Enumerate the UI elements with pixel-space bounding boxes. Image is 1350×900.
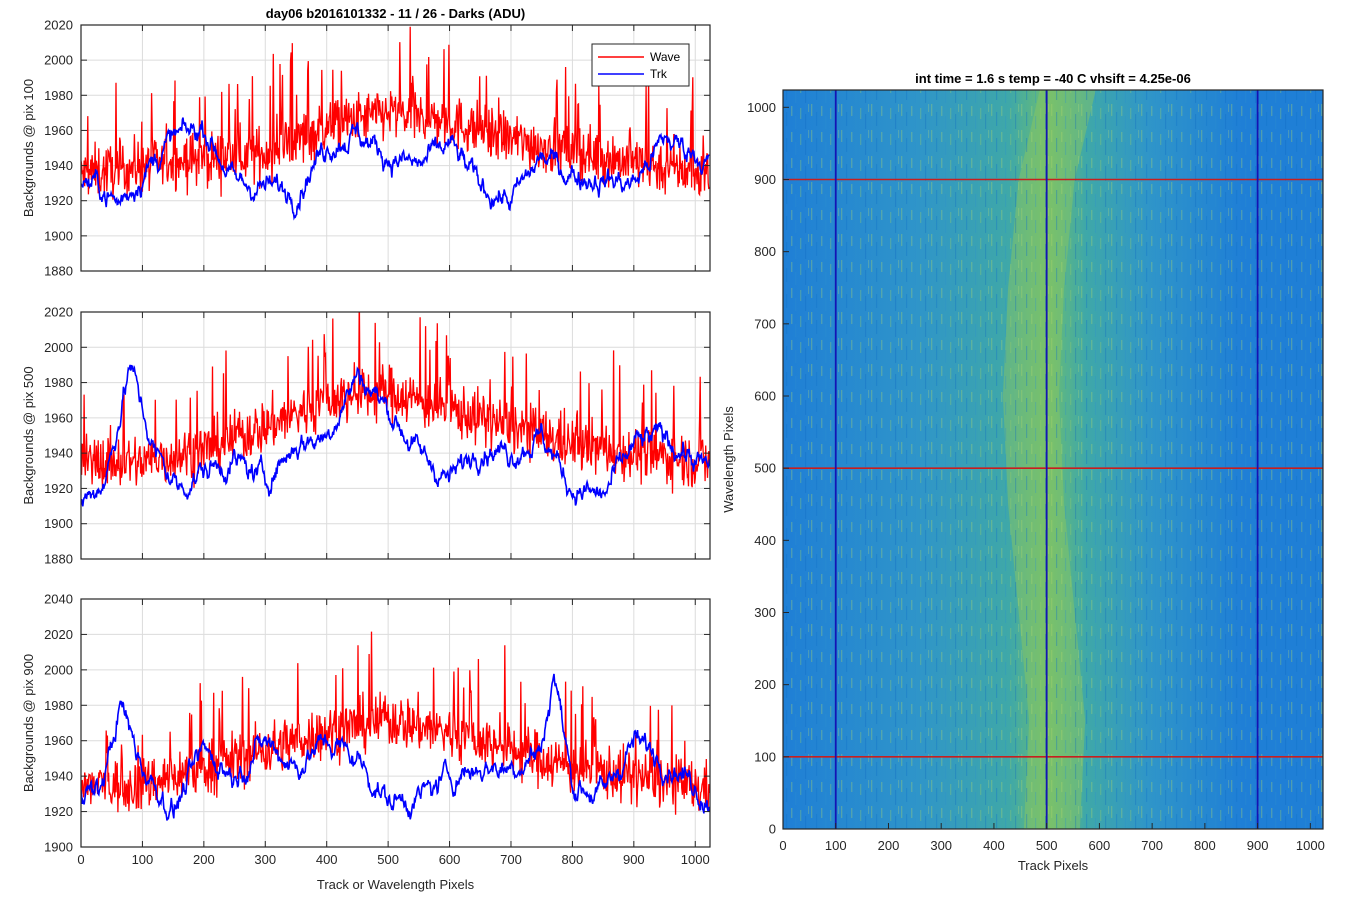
y-tick-label: 1940 <box>44 446 73 461</box>
y-axis-label: Backgrounds @ pix 500 <box>21 366 36 504</box>
y-tick-label: 1000 <box>747 100 776 115</box>
legend-label-trk: Trk <box>650 67 668 81</box>
y-tick-label: 500 <box>754 461 776 476</box>
x-tick-label: 900 <box>1247 838 1269 853</box>
y-tick-label: 2020 <box>44 18 73 33</box>
y-tick-label: 1920 <box>44 481 73 496</box>
heatmap-panel: 0 100 200 300 400 500 600 700 800 900 1000 0 100 200 3… <box>721 71 1325 873</box>
plot-area <box>81 312 710 559</box>
y-tick-label: 1900 <box>44 228 73 243</box>
y-axis-label: Wavelength Pixels <box>721 406 736 513</box>
series-line-wave <box>81 312 710 494</box>
y-tick-label: 1960 <box>44 123 73 138</box>
y-tick-label: 1980 <box>44 88 73 103</box>
y-tick-label: 2000 <box>44 662 73 677</box>
line-panel-1: 1880 1900 1920 1940 1960 1980 2000 2020 day06 b2… <box>21 6 711 279</box>
y-tick-label: 1900 <box>44 840 73 855</box>
y-tick-label: 2020 <box>44 305 73 320</box>
y-axis-label: Backgrounds @ pix 100 <box>21 79 36 217</box>
y-tick-label: 1940 <box>44 158 73 173</box>
series-line-wave <box>81 26 710 200</box>
x-tick-label: 200 <box>193 852 215 867</box>
y-tick-label: 2000 <box>44 340 73 355</box>
x-axis-label: Track or Wavelength Pixels <box>317 877 475 892</box>
y-tick-label: 1960 <box>44 410 73 425</box>
x-tick-label: 200 <box>878 838 900 853</box>
axes-box <box>782 89 1324 830</box>
y-tick-label: 1940 <box>44 769 73 784</box>
series-line-trk <box>81 117 710 221</box>
x-tick-label: 100 <box>132 852 154 867</box>
x-tick-label: 500 <box>377 852 399 867</box>
y-tick-label: 1880 <box>44 552 73 567</box>
y-tick-label: 700 <box>754 316 776 331</box>
legend: Wave Trk <box>591 43 690 87</box>
y-axis-label: Backgrounds @ pix 900 <box>21 654 36 792</box>
series-line-trk <box>81 364 710 507</box>
axes-box <box>80 598 711 848</box>
line-panel-3: 0 100 200 300 400 500 600 700 800 900 1000 1900 1920… <box>21 592 711 892</box>
y-tick-label: 1920 <box>44 804 73 819</box>
x-tick-label: 600 <box>1089 838 1111 853</box>
y-tick-label: 800 <box>754 244 776 259</box>
y-tick-label: 1880 <box>44 264 73 279</box>
x-tick-label: 700 <box>1141 838 1163 853</box>
line-panel-2: 1880 1900 1920 1940 1960 1980 2000 2020 Backgrou… <box>21 305 711 567</box>
x-tick-label: 500 <box>1036 838 1058 853</box>
x-tick-label: 1000 <box>1296 838 1325 853</box>
y-tick-label: 200 <box>754 677 776 692</box>
x-tick-label: 300 <box>254 852 276 867</box>
y-tick-label: 300 <box>754 605 776 620</box>
heatmap-texture <box>783 90 1323 829</box>
y-tick-label: 100 <box>754 749 776 764</box>
x-tick-label: 400 <box>983 838 1005 853</box>
series-line-trk <box>81 673 710 821</box>
x-tick-label: 900 <box>623 852 645 867</box>
axes-box <box>80 24 711 272</box>
x-axis-label: Track Pixels <box>1018 858 1089 873</box>
y-tick-label: 1900 <box>44 516 73 531</box>
y-tick-label: 600 <box>754 388 776 403</box>
series-line-wave <box>81 631 710 815</box>
x-tick-label: 0 <box>779 838 786 853</box>
legend-label-wave: Wave <box>650 50 681 64</box>
chart-title: day06 b2016101332 - 11 / 26 - Darks (ADU… <box>266 6 525 21</box>
axes-box <box>80 311 711 560</box>
y-tick-label: 900 <box>754 172 776 187</box>
y-tick-label: 400 <box>754 533 776 548</box>
x-tick-label: 300 <box>930 838 952 853</box>
x-tick-label: 600 <box>439 852 461 867</box>
y-tick-label: 1980 <box>44 375 73 390</box>
y-tick-label: 2040 <box>44 592 73 607</box>
y-tick-label: 2020 <box>44 627 73 642</box>
y-tick-label: 1980 <box>44 698 73 713</box>
x-tick-label: 800 <box>1194 838 1216 853</box>
x-tick-label: 1000 <box>681 852 710 867</box>
x-tick-label: 700 <box>500 852 522 867</box>
y-tick-label: 0 <box>769 822 776 837</box>
chart-title: int time = 1.6 s temp = -40 C vhsift = 4… <box>915 71 1191 86</box>
x-tick-label: 0 <box>77 852 84 867</box>
legend-box <box>591 43 690 87</box>
x-tick-label: 100 <box>825 838 847 853</box>
x-tick-label: 400 <box>316 852 338 867</box>
y-tick-label: 1920 <box>44 193 73 208</box>
y-tick-label: 2000 <box>44 53 73 68</box>
y-tick-label: 1960 <box>44 733 73 748</box>
x-tick-label: 800 <box>562 852 584 867</box>
